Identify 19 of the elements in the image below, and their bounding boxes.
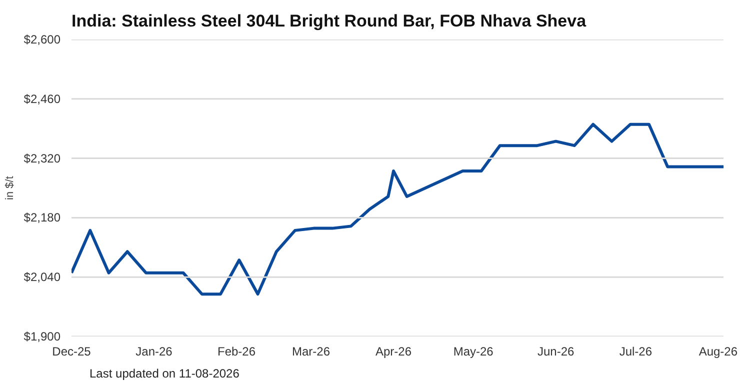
- x-tick-label: Mar-26: [292, 344, 330, 358]
- x-tick-label: Jun-26: [537, 344, 575, 358]
- x-tick-label: Jan-26: [136, 344, 173, 358]
- x-tick-label: Aug-26: [698, 344, 738, 358]
- y-tick-label: $2,320: [24, 151, 61, 166]
- y-axis-title: in $/t: [4, 176, 16, 200]
- text: Last updated on 11-08-2026: [90, 366, 240, 380]
- y-tick-label: $2,460: [24, 92, 61, 106]
- y-tick-label: $1,900: [24, 330, 61, 344]
- y-tick-label: $2,180: [24, 210, 61, 225]
- x-tick-label: Feb-26: [217, 344, 256, 358]
- x-tick-label: Apr-26: [376, 344, 412, 358]
- chart-title: India: Stainless Steel 304L Bright Round Bar, FOB Nhava Sheva: [72, 12, 587, 30]
- y-tick-label: $2,600: [24, 32, 61, 46]
- x-tick-label: Dec-25: [52, 344, 92, 358]
- x-tick-label: Jul-26: [619, 344, 652, 358]
- line-series: [72, 122, 724, 296]
- y-tick-label: $2,040: [24, 270, 61, 284]
- x-tick-label: May-26: [453, 344, 494, 358]
